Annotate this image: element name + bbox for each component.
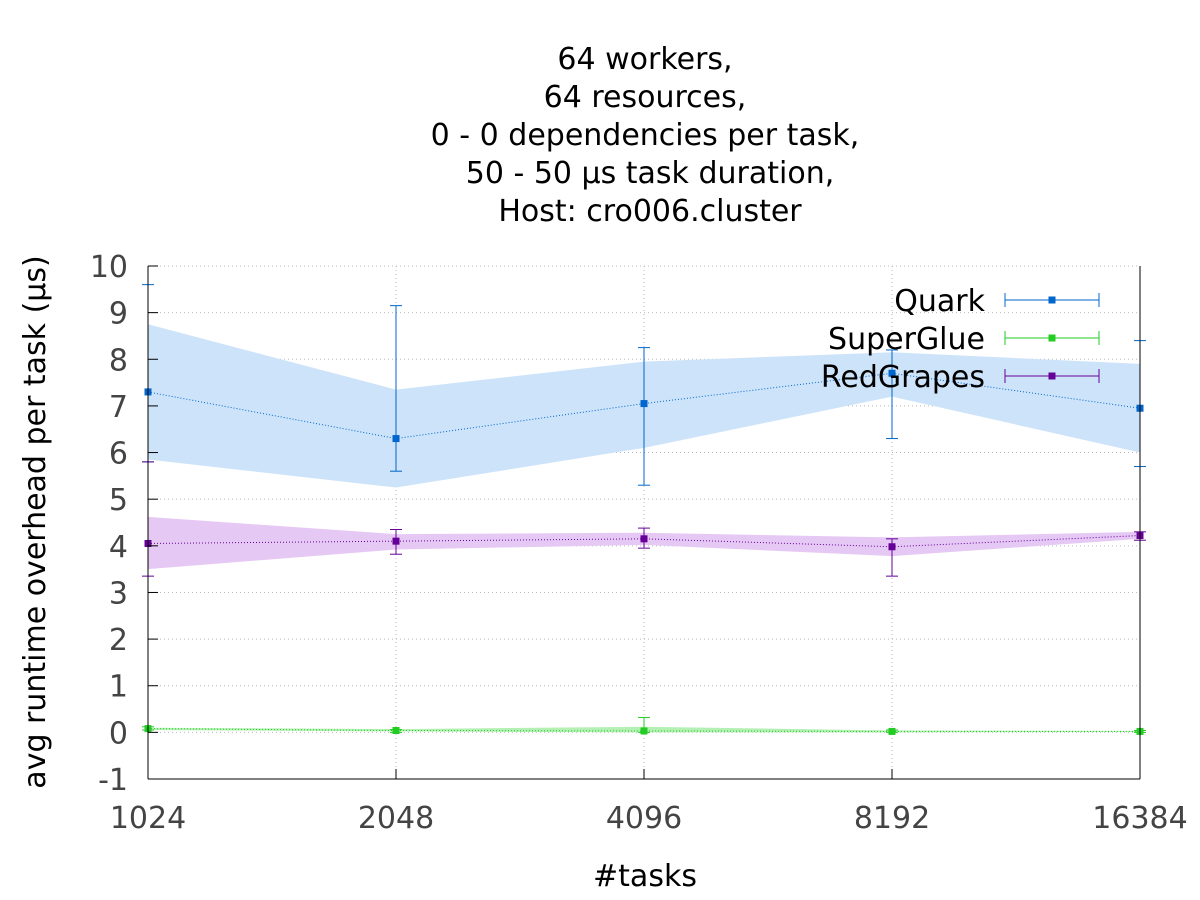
y-tick-labels: -1 0 1 2 3 4 5 6 7 8 9 10 xyxy=(90,250,128,798)
chart-title: 64 workers, 64 resources, 0 - 0 dependen… xyxy=(431,42,860,229)
y-tick-label: 4 xyxy=(109,530,128,565)
y-tick-label: 3 xyxy=(109,576,128,611)
y-tick-label: -1 xyxy=(98,763,128,798)
x-tick-label: 16384 xyxy=(1092,801,1187,836)
legend-label: Quark xyxy=(894,284,985,319)
x-axis-label: #tasks xyxy=(593,859,697,894)
x-tick-label: 4096 xyxy=(606,801,682,836)
axes xyxy=(147,265,1141,780)
data-point xyxy=(888,543,896,551)
y-tick-label: 10 xyxy=(90,250,128,285)
data-point xyxy=(392,726,400,734)
y-tick-label: 5 xyxy=(109,483,128,518)
series-line xyxy=(147,728,1140,732)
data-point xyxy=(640,535,648,543)
y-axis-label: avg runtime overhead per task (µs) xyxy=(18,255,53,788)
title-line: 64 resources, xyxy=(544,80,747,115)
x-tick-label: 1024 xyxy=(110,801,186,836)
legend-marker xyxy=(1048,372,1056,380)
series-line xyxy=(147,535,1141,548)
error-bars xyxy=(142,284,1146,733)
legend-marker xyxy=(1048,296,1056,304)
y-tick-label: 8 xyxy=(109,343,128,378)
data-point xyxy=(392,537,400,545)
data-point xyxy=(888,369,896,377)
data-point xyxy=(888,727,896,735)
y-tick-label: 6 xyxy=(109,437,128,472)
y-tick-label: 9 xyxy=(109,297,128,332)
data-point xyxy=(640,727,648,735)
title-line: 0 - 0 dependencies per task, xyxy=(431,118,860,153)
x-tick-label: 2048 xyxy=(358,801,434,836)
title-line: Host: cro006.cluster xyxy=(498,194,802,229)
x-tick-label: 8192 xyxy=(854,801,930,836)
legend-label: RedGrapes xyxy=(821,360,985,395)
y-tick-label: 0 xyxy=(109,716,128,751)
y-tick-label: 7 xyxy=(109,390,128,425)
y-tick-label: 1 xyxy=(109,670,128,705)
series-lines xyxy=(147,372,1141,732)
legend-label: SuperGlue xyxy=(828,322,985,357)
data-point xyxy=(640,400,648,408)
title-line: 50 - 50 µs task duration, xyxy=(466,156,835,191)
grid xyxy=(147,265,1141,780)
legend-marker xyxy=(1048,334,1056,342)
title-line: 64 workers, xyxy=(557,42,732,77)
y-tick-label: 2 xyxy=(109,623,128,658)
x-tick-labels: 1024 2048 4096 8192 16384 xyxy=(110,801,1188,836)
series-line xyxy=(147,372,1141,440)
data-point xyxy=(392,435,400,443)
